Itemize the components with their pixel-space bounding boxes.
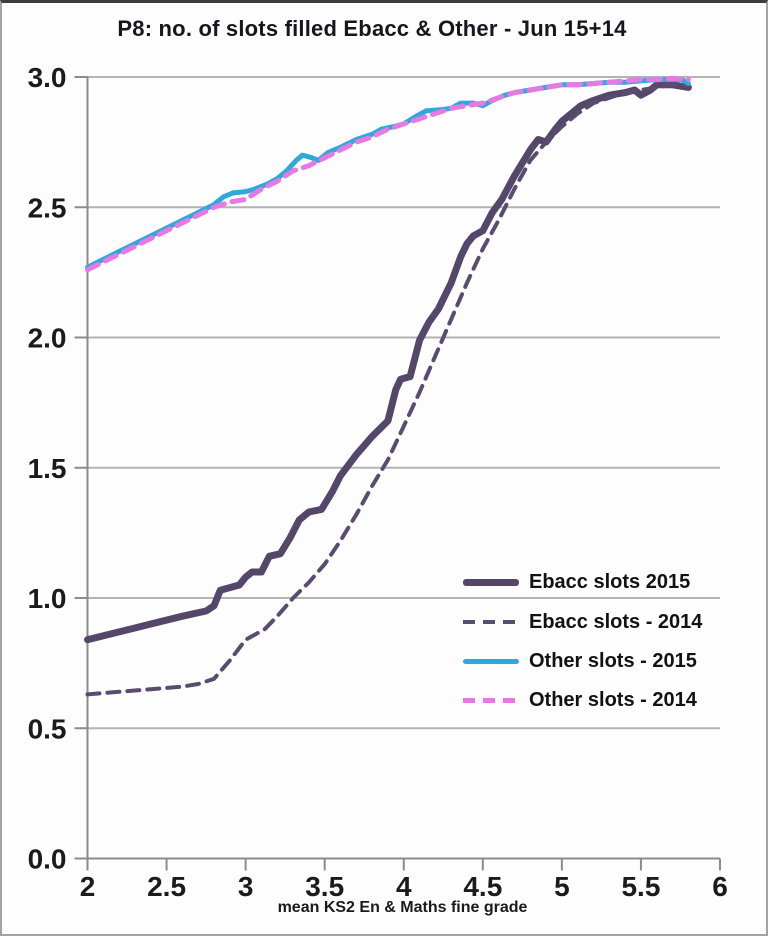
legend-label: Other slots - 2015: [529, 649, 697, 672]
x-tick-label: 3: [238, 871, 254, 902]
x-axis-label: mean KS2 En & Maths fine grade: [277, 899, 528, 916]
x-tick-label: 4: [396, 871, 412, 902]
y-tick-label: 2.5: [28, 192, 67, 223]
plot-area: 0.0 0.5 1.0 1.5 2.0 2.5 3.0 2 2.5 3 3.5 4 4.5 5 5.5 6: [28, 62, 728, 902]
legend-swatch-dashed-line: [463, 620, 519, 625]
chart-title: P8: no. of slots filled Ebacc & Other - …: [117, 16, 627, 41]
x-tick-label: 5: [554, 871, 570, 902]
x-tick-label: 6: [712, 871, 728, 902]
legend-item: Other slots - 2015: [463, 642, 702, 681]
y-tick-label: 3.0: [28, 62, 67, 93]
legend: Ebacc slots 2015 Ebacc slots - 2014 Other …: [463, 563, 702, 721]
x-tick-label: 4.5: [463, 871, 502, 902]
legend-item: Ebacc slots 2015: [463, 563, 702, 602]
x-tick-label: 2.5: [147, 871, 186, 902]
legend-item: Other slots - 2014: [463, 681, 702, 720]
series-line-other-slots-2015: [85, 77, 691, 270]
x-tick-label: 2: [80, 871, 96, 902]
y-tick-label: 0.0: [28, 844, 67, 875]
y-tick-label: 2.0: [28, 323, 67, 354]
legend-label: Ebacc slots - 2014: [529, 610, 703, 633]
x-tick-label: 5.5: [621, 871, 660, 902]
legend-swatch-dashed-line: [463, 698, 519, 704]
legend-swatch-solid-line: [463, 658, 519, 664]
series-line-ebacc-slots-2014: [85, 82, 691, 697]
legend-label: Ebacc slots 2015: [529, 571, 691, 594]
y-tick-label: 1.0: [28, 583, 67, 614]
legend-label: Other slots - 2014: [529, 689, 697, 712]
x-tick-label: 3.5: [305, 871, 344, 902]
legend-item: Ebacc slots - 2014: [463, 602, 702, 641]
y-tick-label: 0.5: [28, 713, 67, 744]
legend-swatch-solid-line: [463, 579, 519, 587]
y-tick-label: 1.5: [28, 453, 67, 484]
series-line-other-slots-2014: [85, 75, 691, 273]
series-line-ebacc-slots-2015: [84, 81, 692, 644]
